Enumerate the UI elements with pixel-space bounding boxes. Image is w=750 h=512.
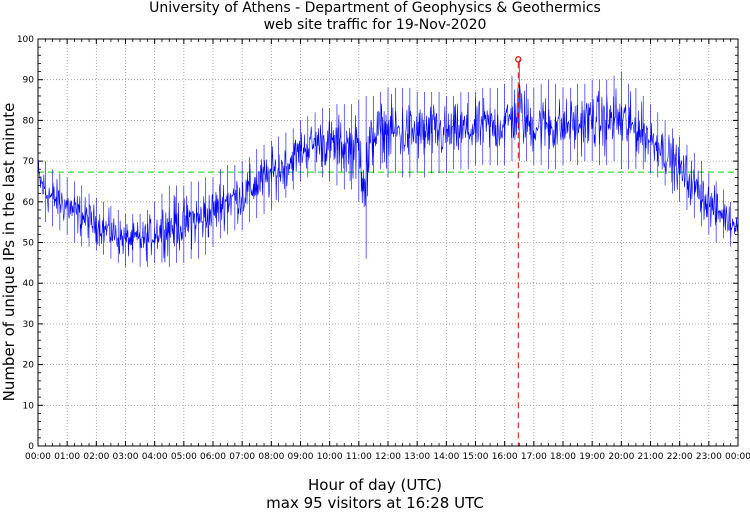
x-tick-label: 18:00 [550,452,576,462]
x-tick-label: 01:00 [54,452,80,462]
x-tick-label: 02:00 [83,452,109,462]
y-tick-label: 40 [23,279,35,289]
x-tick-label: 21:00 [638,452,664,462]
x-tick-label: 05:00 [171,452,197,462]
y-tick-label: 0 [28,442,34,452]
chart-subtitle: web site traffic for 19-Nov-2020 [263,17,487,33]
x-tick-label: 14:00 [433,452,459,462]
x-tick-label: 12:00 [375,452,401,462]
x-tick-label: 00:00 [25,452,51,462]
x-tick-label: 22:00 [667,452,693,462]
y-tick-label: 70 [23,157,35,167]
x-tick-label: 06:00 [200,452,226,462]
y-tick-label: 80 [23,116,35,126]
x-tick-label: 17:00 [521,452,547,462]
x-tick-label: 13:00 [404,452,430,462]
x-tick-label: 10:00 [317,452,343,462]
x-tick-label: 03:00 [113,452,139,462]
x-tick-label: 09:00 [288,452,314,462]
y-tick-label: 60 [23,198,35,208]
y-tick-label: 50 [23,239,35,249]
y-tick-label: 10 [23,401,35,411]
x-axis-label: Hour of day (UTC) [308,476,442,494]
x-tick-label: 19:00 [579,452,605,462]
y-tick-label: 20 [23,361,35,371]
plot-frame [37,38,739,447]
x-tick-label: 15:00 [463,452,489,462]
x-tick-label: 08:00 [258,452,284,462]
x-tick-label: 23:00 [696,452,722,462]
y-tick-label: 90 [23,76,35,86]
y-tick-label: 30 [23,320,35,330]
x-tick-label: 07:00 [229,452,255,462]
x-tick-label: 11:00 [346,452,372,462]
x-tick-label: 20:00 [608,452,634,462]
y-axis-label: Number of unique IPs in the last minute [0,102,18,402]
chart-title: University of Athens - Department of Geo… [149,0,601,16]
max-point-marker [515,56,522,63]
x-tick-label: 16:00 [492,452,518,462]
y-tick-label: 100 [17,35,34,45]
x-tick-label: 00:00 [725,452,750,462]
x-tick-label: 04:00 [142,452,168,462]
max-visitors-note: max 95 visitors at 16:28 UTC [266,494,484,512]
